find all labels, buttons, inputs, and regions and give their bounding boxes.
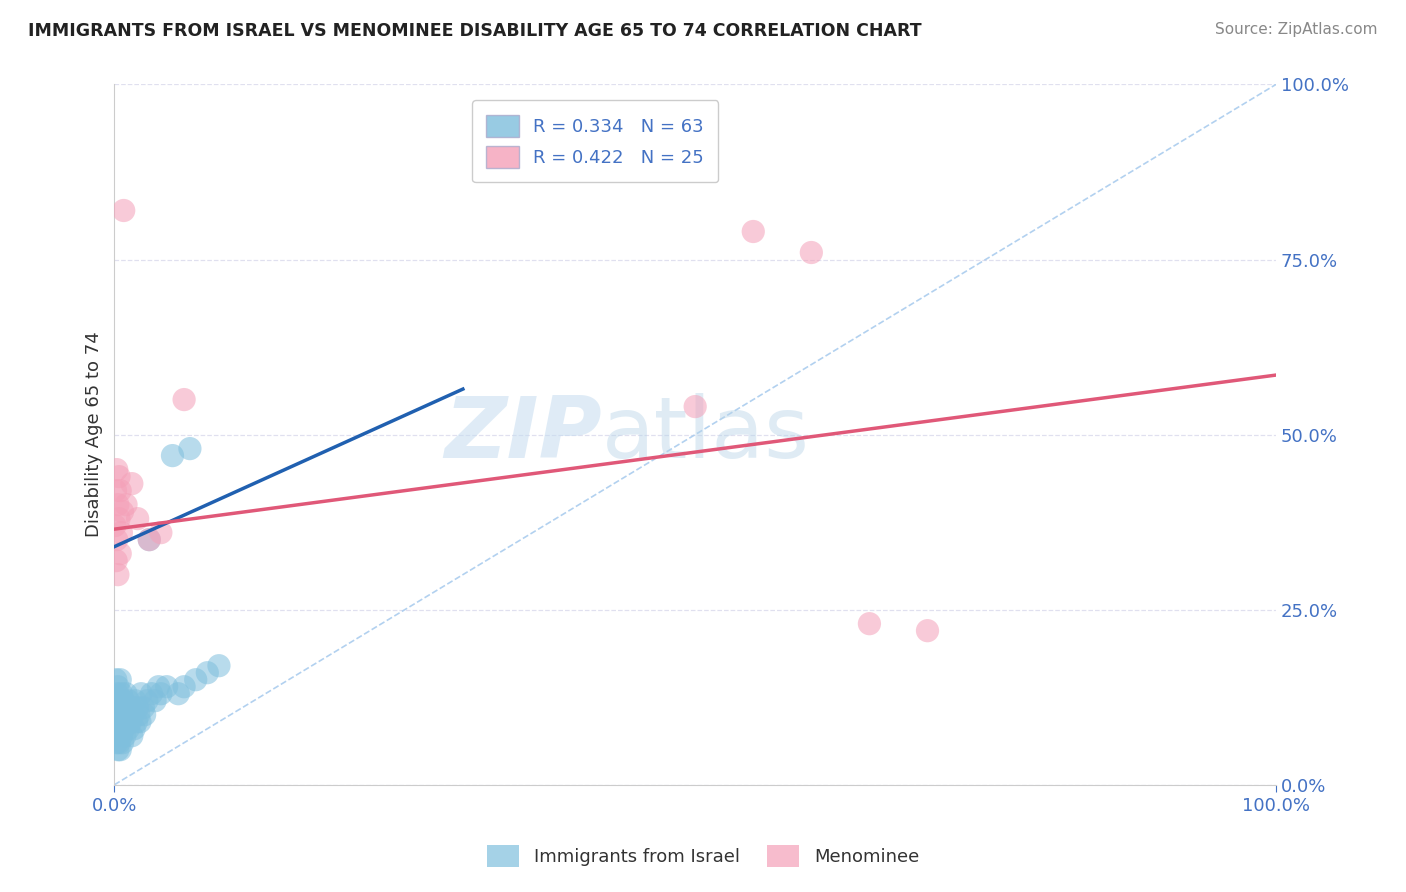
Point [111,736,134,750]
Point [110,687,132,701]
Point [124,694,146,708]
Point [156,680,179,694]
Point [105,554,128,568]
Point [107,729,129,743]
Point [184,673,207,687]
Point [107,567,129,582]
Point [117,694,139,708]
Point [115,498,138,512]
Point [121,476,143,491]
Point [105,462,128,476]
Point [105,736,128,750]
Point [104,673,127,687]
Point [742,225,765,239]
Point [108,469,131,483]
Point [179,442,201,456]
Point [107,707,129,722]
Point [107,680,129,694]
Point [118,707,141,722]
Point [110,707,132,722]
Point [108,694,131,708]
Point [683,400,706,414]
Point [138,533,160,547]
Point [110,743,132,757]
Point [138,533,160,547]
Point [917,624,939,638]
Point [108,511,131,525]
Point [129,714,152,729]
Point [105,687,128,701]
Point [111,505,134,519]
Legend: Immigrants from Israel, Menominee: Immigrants from Israel, Menominee [479,838,927,874]
Point [104,722,127,736]
Point [111,714,134,729]
Point [125,714,148,729]
Point [800,245,823,260]
Point [127,700,149,714]
Point [167,687,190,701]
Point [134,707,156,722]
Point [115,687,138,701]
Point [104,518,127,533]
Point [127,511,149,525]
Point [110,547,132,561]
Point [110,673,132,687]
Point [173,392,195,407]
Point [115,700,138,714]
Point [195,665,218,680]
Point [110,483,132,498]
Point [105,700,128,714]
Y-axis label: Disability Age 65 to 74: Disability Age 65 to 74 [86,332,103,538]
Point [104,483,127,498]
Point [122,707,145,722]
Point [162,449,184,463]
Text: atlas: atlas [602,393,810,476]
Point [107,722,129,736]
Point [141,687,163,701]
Text: IMMIGRANTS FROM ISRAEL VS MENOMINEE DISABILITY AGE 65 TO 74 CORRELATION CHART: IMMIGRANTS FROM ISRAEL VS MENOMINEE DISA… [28,22,922,40]
Point [105,707,128,722]
Point [107,498,129,512]
Point [173,680,195,694]
Point [110,700,132,714]
Point [112,203,135,218]
Point [120,714,142,729]
Point [114,729,136,743]
Point [129,687,152,701]
Point [149,687,172,701]
Point [112,694,135,708]
Point [121,700,143,714]
Point [108,722,131,736]
Point [117,722,139,736]
Point [112,722,135,736]
Point [110,525,132,540]
Point [858,616,880,631]
Point [114,707,136,722]
Point [208,658,231,673]
Point [108,736,131,750]
Point [107,743,129,757]
Point [121,729,143,743]
Point [132,700,155,714]
Point [110,729,132,743]
Point [104,694,127,708]
Point [115,714,138,729]
Point [128,707,150,722]
Text: Source: ZipAtlas.com: Source: ZipAtlas.com [1215,22,1378,37]
Point [108,714,131,729]
Legend: R = 0.334   N = 63, R = 0.422   N = 25: R = 0.334 N = 63, R = 0.422 N = 25 [472,101,718,183]
Point [122,722,145,736]
Point [105,533,128,547]
Point [149,525,172,540]
Point [136,694,159,708]
Point [105,729,128,743]
Point [105,714,128,729]
Point [148,680,170,694]
Point [143,694,166,708]
Text: ZIP: ZIP [444,393,602,476]
